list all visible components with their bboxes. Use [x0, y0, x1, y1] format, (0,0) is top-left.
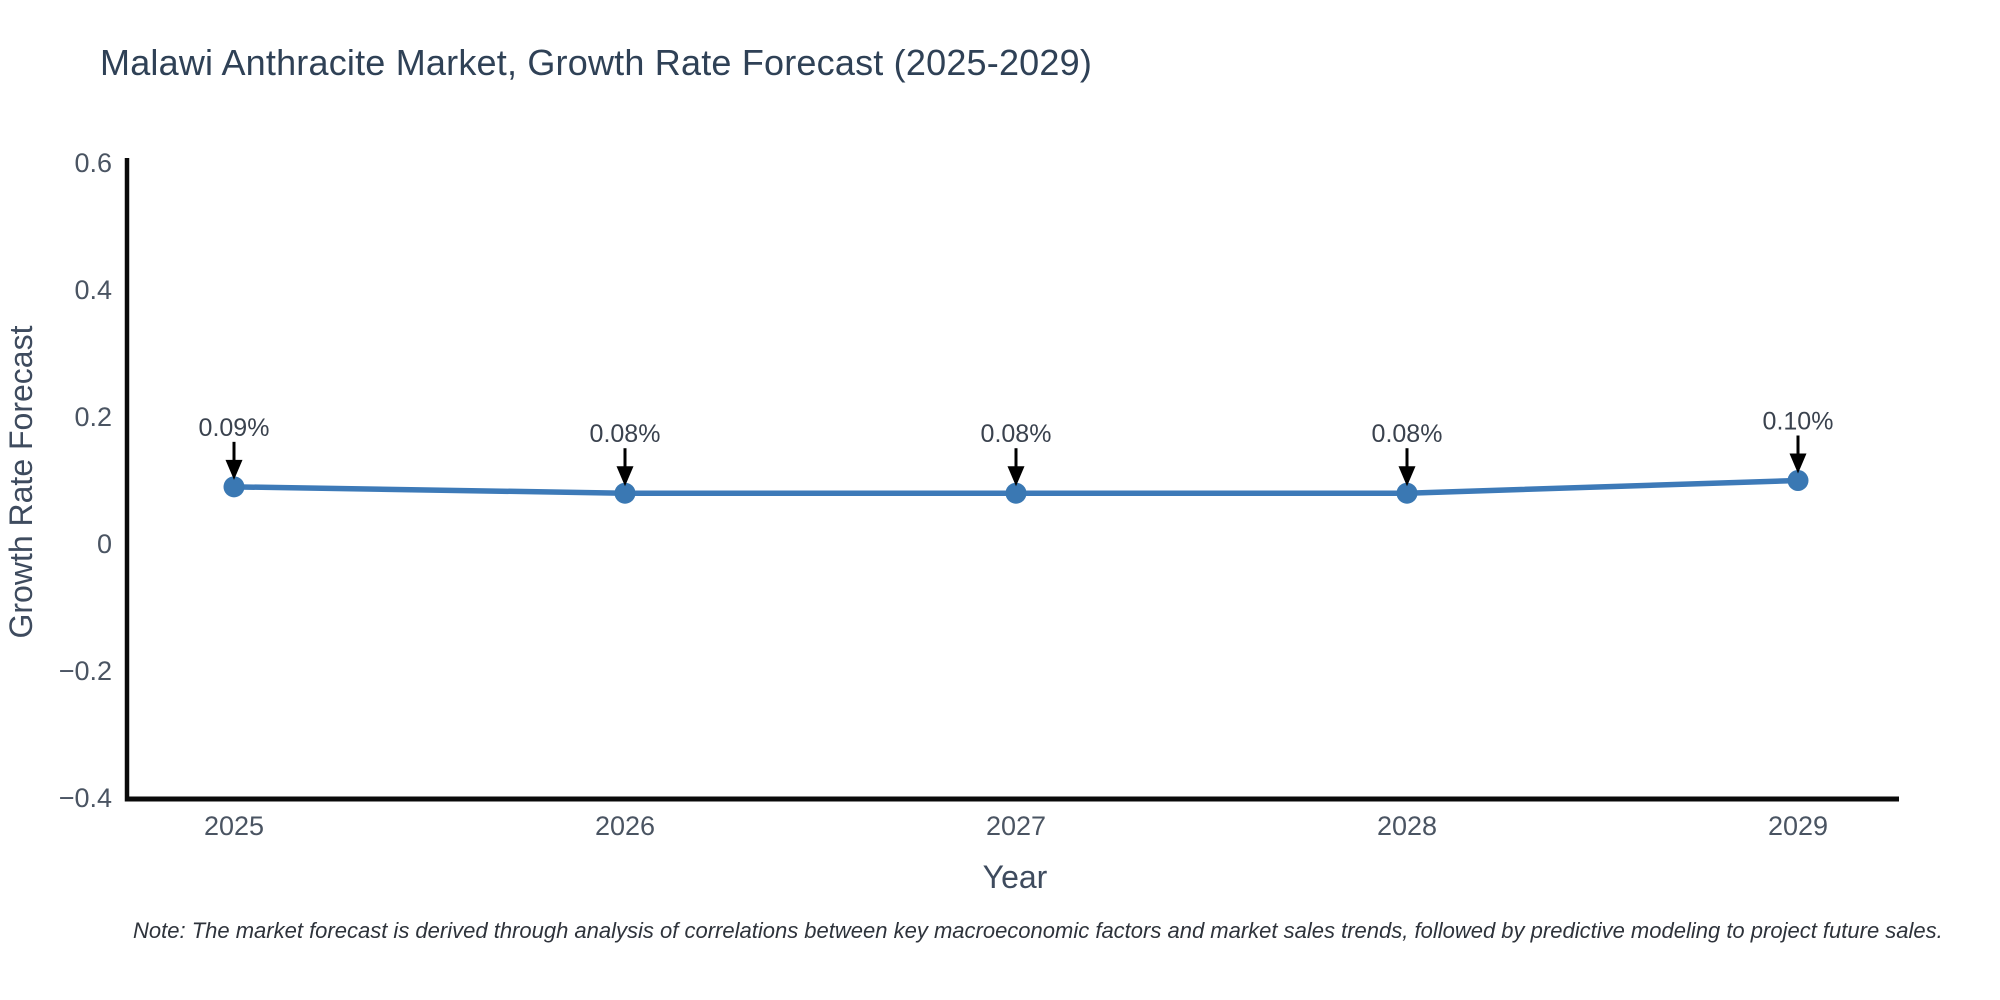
- x-tick-label: 2029: [1768, 811, 1828, 841]
- annotation-arrowhead: [1789, 453, 1807, 474]
- y-tick-label: −0.2: [59, 656, 112, 686]
- point-value-label: 0.09%: [199, 414, 270, 442]
- chart-title: Malawi Anthracite Market, Growth Rate Fo…: [100, 42, 1093, 83]
- data-point-marker: [614, 482, 636, 504]
- data-point-marker: [223, 476, 245, 498]
- data-point-marker: [1787, 470, 1809, 491]
- annotation-arrowhead: [1007, 466, 1025, 487]
- point-value-label: 0.08%: [1372, 420, 1443, 448]
- x-tick-label: 2026: [595, 811, 655, 841]
- x-tick-label: 2028: [1377, 811, 1437, 841]
- data-point-marker: [1396, 482, 1418, 504]
- y-tick-label: 0.2: [74, 402, 112, 432]
- point-value-label: 0.08%: [981, 420, 1052, 448]
- y-tick-label: 0: [97, 529, 112, 559]
- data-point-marker: [1005, 482, 1027, 504]
- y-axis-title: Growth Rate Forecast: [3, 325, 39, 638]
- y-tick-label: 0.6: [74, 148, 112, 178]
- point-value-label: 0.08%: [590, 420, 661, 448]
- annotation-arrowhead: [225, 459, 243, 480]
- footnote: Note: The market forecast is derived thr…: [133, 918, 1943, 943]
- point-value-label: 0.10%: [1763, 408, 1834, 436]
- y-tick-label: 0.4: [74, 275, 112, 305]
- annotation-arrowhead: [1398, 466, 1416, 487]
- annotation-arrowhead: [616, 466, 634, 487]
- y-tick-label: −0.4: [59, 783, 112, 813]
- x-tick-label: 2025: [204, 811, 264, 841]
- x-axis-title: Year: [983, 859, 1048, 895]
- x-tick-label: 2027: [986, 811, 1046, 841]
